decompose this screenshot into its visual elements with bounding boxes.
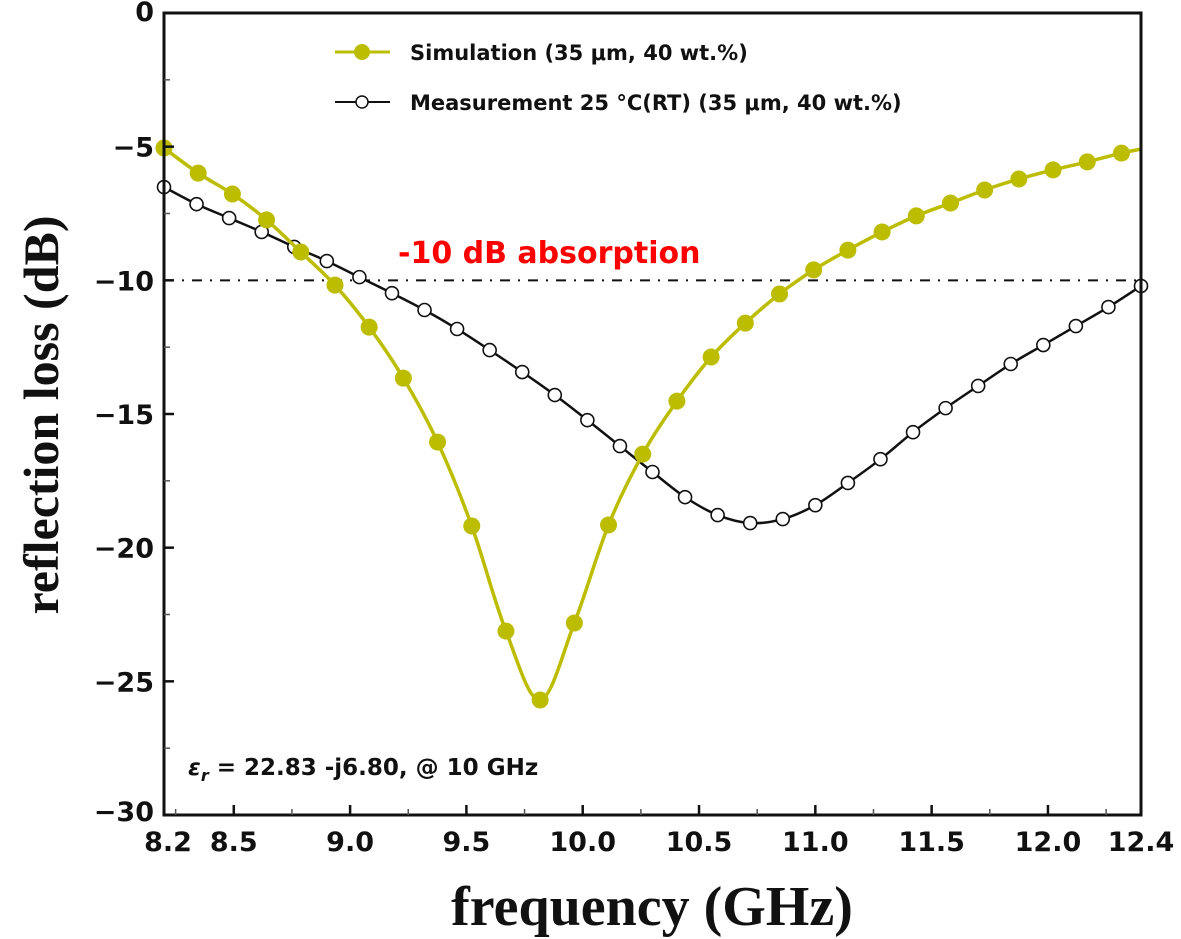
measurement-point: [775, 511, 791, 527]
measurement-point: [645, 464, 660, 480]
measurement-point: [938, 400, 953, 416]
simulation-point: [1044, 161, 1062, 179]
y-tick-label: −20: [94, 534, 154, 565]
measurement-point: [319, 253, 335, 269]
simulation-line: [162, 146, 1142, 702]
measurement-point: [384, 285, 400, 301]
simulation-point: [497, 622, 515, 640]
measurement-point: [547, 387, 563, 403]
measurement-point: [677, 489, 693, 505]
measurement-point: [417, 302, 432, 318]
simulation-point: [565, 614, 583, 632]
measurement-point: [221, 210, 237, 226]
legend: Simulation (35 μm, 40 wt.%) Measurement …: [335, 41, 902, 115]
epsilon-symbol: ε: [188, 755, 201, 781]
y-tick-label: −10: [94, 266, 154, 297]
x-axis-title: frequency (GHz): [451, 876, 853, 938]
y-tick-label: −25: [94, 667, 154, 698]
simulation-point: [326, 276, 344, 294]
simulation-point: [702, 348, 720, 366]
measurement-point: [612, 438, 628, 454]
x-tick-label: 10.5: [666, 827, 733, 858]
simulation-point: [463, 517, 481, 535]
x-tick-label: 12.4: [1108, 827, 1175, 858]
measurement-point: [189, 196, 204, 212]
simulation-point: [941, 194, 959, 212]
legend-measurement-label: Measurement 25 °C(RT) (35 μm, 40 wt.%): [410, 91, 902, 115]
simulation-point: [1010, 170, 1028, 188]
simulation-point: [223, 185, 241, 203]
simulation-point: [805, 261, 823, 279]
x-tick-label: 11.0: [782, 827, 849, 858]
legend-simulation-marker: [354, 44, 370, 60]
y-tick-label: −30: [94, 797, 154, 828]
simulation-point: [736, 314, 754, 332]
measurement-point: [873, 451, 888, 467]
measurement-point: [970, 378, 986, 394]
measurement-point: [352, 269, 367, 285]
simulation-point: [429, 433, 447, 451]
y-axis-title: reflection loss (dB): [13, 215, 69, 614]
permittivity-value: = 22.83 -j6.80, @ 10 GHz: [209, 755, 539, 781]
simulation-point: [258, 211, 276, 229]
permittivity-annotation: εr = 22.83 -j6.80, @ 10 GHz: [188, 755, 538, 785]
x-tick-label: 10.0: [549, 827, 616, 858]
measurement-point: [840, 475, 856, 491]
measurement-point: [580, 412, 595, 428]
measurement-point: [905, 424, 921, 440]
measurement-point: [710, 507, 725, 523]
simulation-point: [1078, 153, 1096, 171]
simulation-point: [394, 369, 412, 387]
simulation-point: [360, 318, 378, 336]
measurement-point: [449, 321, 465, 337]
measurement-point: [1068, 318, 1084, 334]
simulation-point: [907, 207, 925, 225]
plot-frame: [162, 11, 1143, 817]
y-tick-label: 0: [135, 0, 154, 28]
measurement-point: [808, 497, 823, 513]
measurement-point: [1003, 356, 1019, 372]
legend-measurement-marker: [355, 95, 369, 109]
simulation-point: [292, 243, 310, 261]
simulation-point: [531, 691, 549, 709]
absorption-threshold-label: -10 dB absorption: [398, 236, 700, 271]
simulation-point: [1112, 144, 1130, 162]
x-tick-label: 12.0: [1015, 827, 1082, 858]
simulation-point: [600, 516, 618, 534]
x-tick-label: 8.5: [210, 827, 258, 858]
measurement-point: [1101, 299, 1116, 315]
simulation-point: [771, 285, 789, 303]
measurement-point: [742, 515, 758, 531]
x-tick-label: 9.0: [326, 827, 374, 858]
simulation-point: [873, 223, 891, 241]
x-tick-label: 11.5: [898, 827, 965, 858]
measurement-point: [1036, 337, 1051, 353]
legend-simulation-label: Simulation (35 μm, 40 wt.%): [410, 41, 748, 65]
x-tick-label: 8.2: [144, 827, 192, 858]
simulation-point: [976, 181, 994, 199]
simulation-point: [668, 392, 686, 410]
simulation-point: [189, 164, 207, 182]
measurement-point: [482, 342, 497, 358]
epsilon-subscript: r: [201, 766, 210, 785]
simulation-point: [839, 241, 857, 259]
y-tick-label: −15: [94, 400, 154, 431]
y-tick-label: −5: [113, 133, 154, 164]
x-tick-label: 9.5: [442, 827, 490, 858]
simulation-point: [634, 445, 652, 463]
measurement-point: [514, 364, 530, 380]
